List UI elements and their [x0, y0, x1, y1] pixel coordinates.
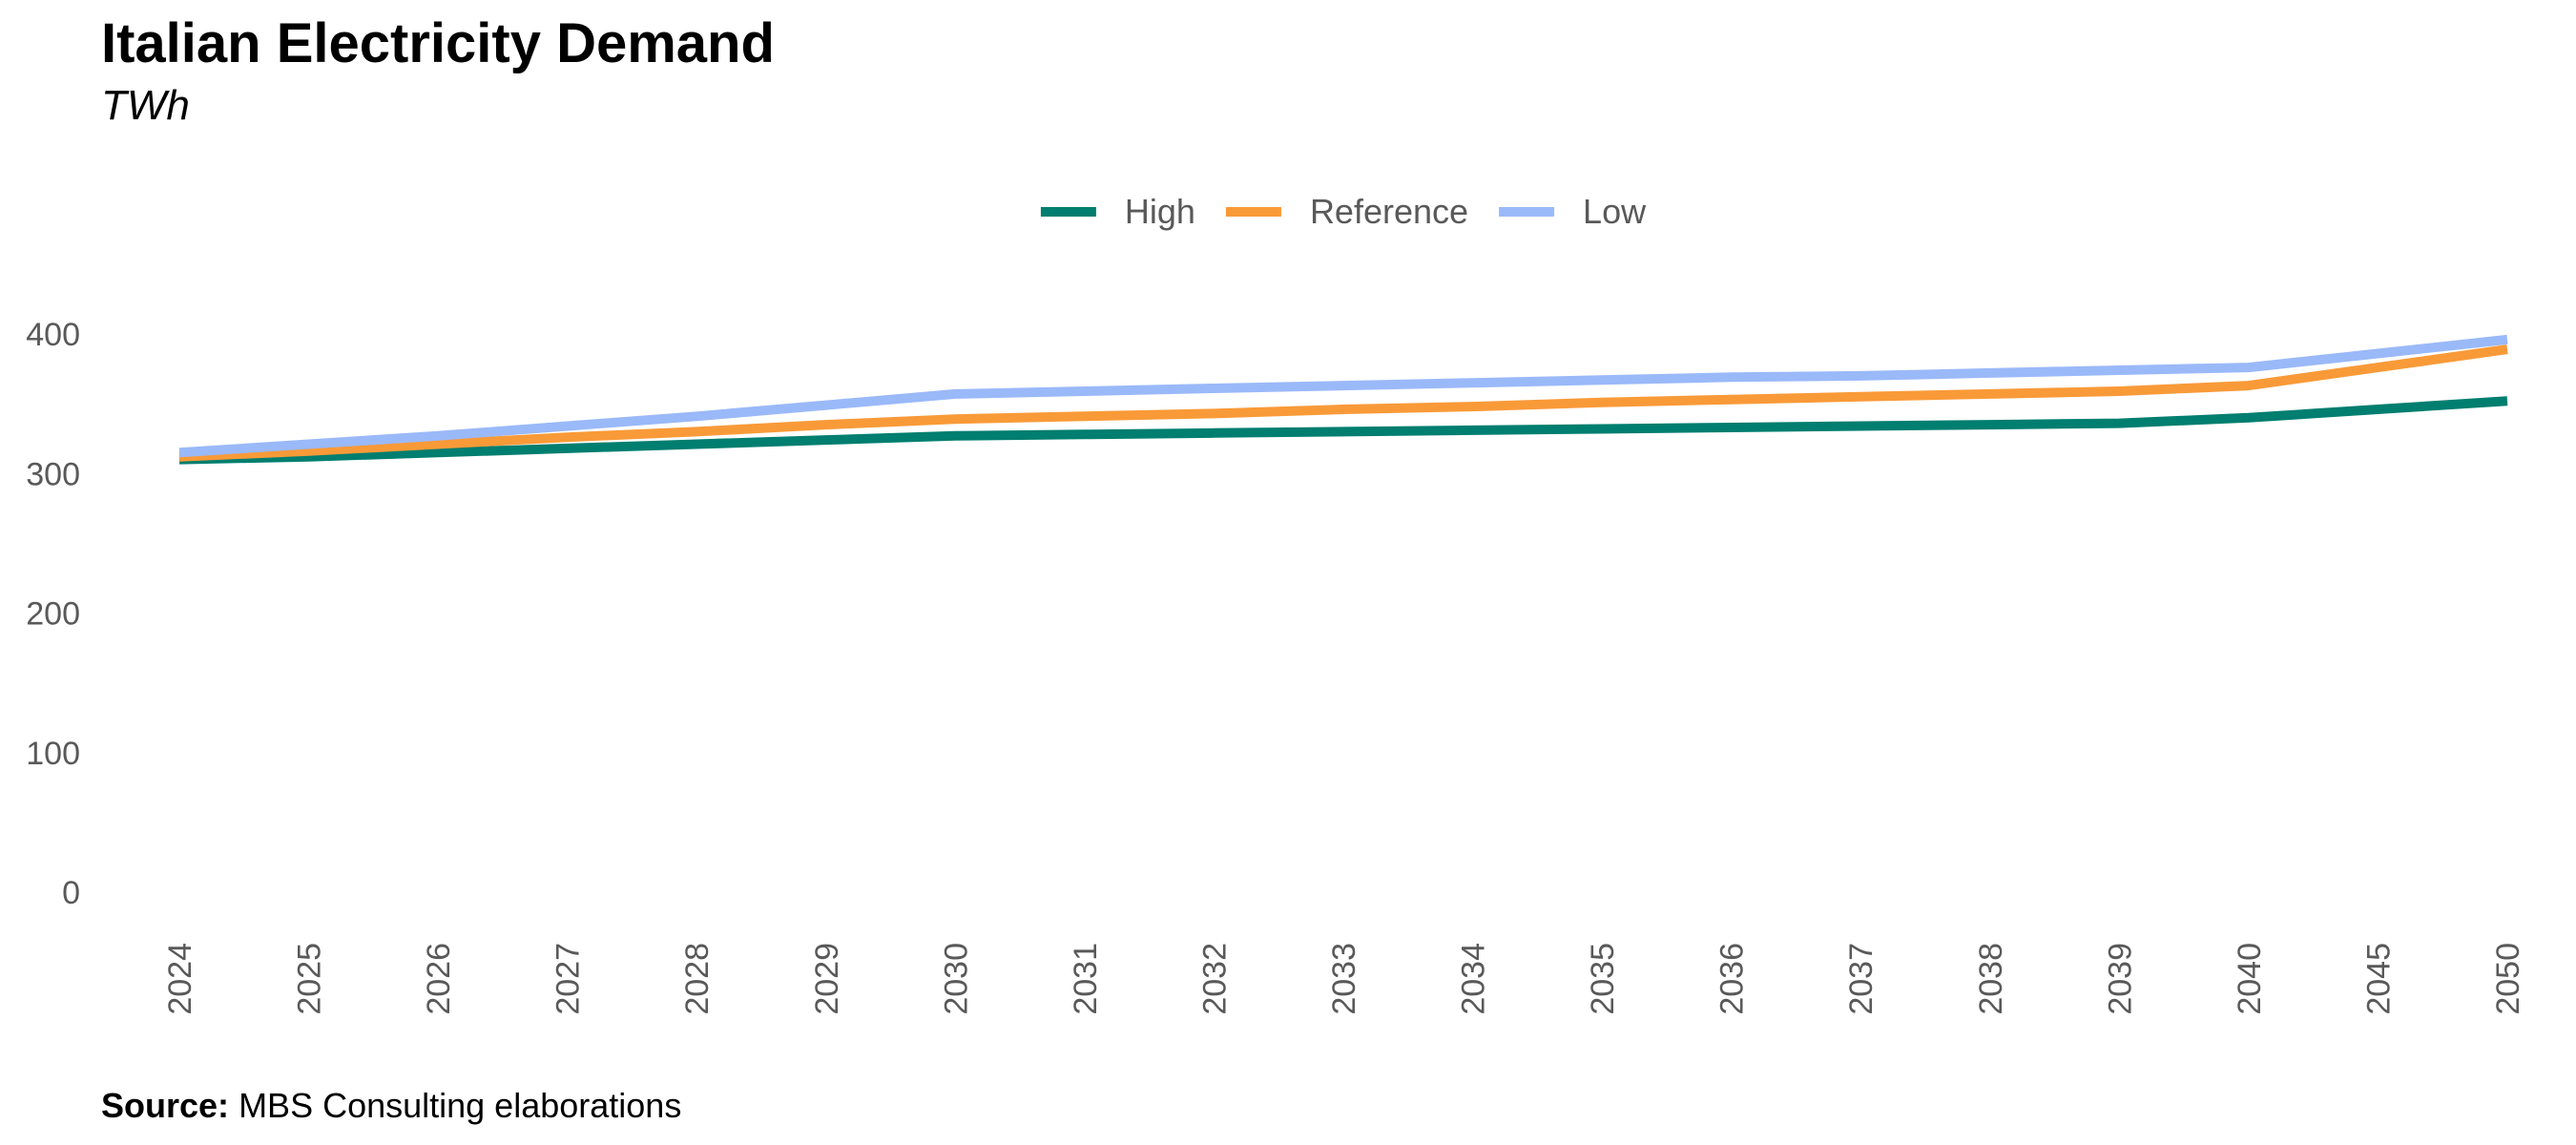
- y-tick-label: 300: [26, 456, 80, 492]
- chart-legend: High Reference Low: [1040, 192, 1647, 231]
- x-tick-label: 2045: [2360, 943, 2397, 1015]
- x-tick-label: 2028: [679, 943, 716, 1015]
- legend-label-low: Low: [1583, 192, 1647, 231]
- x-tick-label: 2040: [2232, 943, 2268, 1015]
- y-tick-label: 200: [26, 596, 80, 633]
- x-tick-label: 2036: [1714, 943, 1751, 1015]
- source-text: MBS Consulting elaborations: [239, 1086, 682, 1125]
- legend-label-reference: Reference: [1310, 192, 1468, 231]
- source-note: Source: MBS Consulting elaborations: [101, 1086, 681, 1126]
- x-tick-label: 2026: [421, 943, 457, 1015]
- y-tick-label: 0: [62, 875, 80, 911]
- y-tick-label: 100: [26, 736, 80, 772]
- x-tick-label: 2050: [2490, 943, 2526, 1015]
- x-axis: 2024 2025 2026 2027 2028 2029 2030 2031 2032 2033…: [162, 943, 2526, 1015]
- x-tick-label: 2033: [1326, 943, 1362, 1015]
- y-tick-label: 400: [26, 317, 80, 353]
- x-tick-label: 2025: [292, 943, 328, 1015]
- series-line-low: [178, 334, 2508, 458]
- x-tick-label: 2024: [162, 943, 198, 1015]
- y-axis: 0 100 200 300 400: [26, 317, 80, 911]
- series-lines: [178, 334, 2508, 465]
- x-tick-label: 2038: [1973, 943, 2009, 1015]
- x-tick-label: 2034: [1456, 943, 1492, 1015]
- x-tick-label: 2027: [551, 943, 587, 1015]
- series-line-reference: [178, 344, 2508, 462]
- x-tick-label: 2031: [1068, 943, 1104, 1015]
- x-tick-label: 2029: [809, 943, 845, 1015]
- chart-subtitle: TWh: [101, 82, 190, 129]
- x-tick-label: 2030: [938, 943, 974, 1015]
- x-tick-label: 2039: [2102, 943, 2138, 1015]
- legend-label-high: High: [1125, 192, 1195, 231]
- chart-title: Italian Electricity Demand: [101, 12, 775, 74]
- source-label: Source:: [101, 1086, 230, 1125]
- series-line-high: [178, 396, 2508, 465]
- x-tick-label: 2037: [1843, 943, 1880, 1015]
- x-tick-label: 2035: [1585, 943, 1621, 1015]
- x-tick-label: 2032: [1196, 943, 1233, 1015]
